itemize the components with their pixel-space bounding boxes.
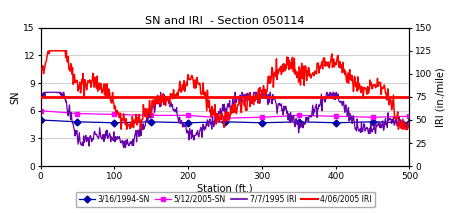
3/16/1994-SN	[185, 121, 191, 124]
4/06/2005 IRI	[38, 72, 43, 74]
4/06/2005 IRI	[256, 102, 262, 105]
3/16/1994-SN	[370, 121, 375, 123]
5/12/2005-SN	[296, 114, 302, 117]
7/7/1995 IRI	[285, 110, 290, 112]
4/06/2005 IRI	[407, 123, 412, 125]
4/06/2005 IRI	[206, 106, 211, 109]
4/06/2005 IRI	[47, 49, 53, 52]
5/12/2005-SN	[333, 115, 338, 118]
7/7/1995 IRI	[121, 146, 126, 149]
7/7/1995 IRI	[133, 129, 139, 132]
5/12/2005-SN	[259, 116, 265, 118]
5/12/2005-SN	[75, 112, 80, 115]
5/12/2005-SN	[370, 116, 375, 118]
3/16/1994-SN	[296, 121, 302, 123]
3/16/1994-SN	[222, 121, 228, 123]
Title: SN and IRI  - Section 050114: SN and IRI - Section 050114	[145, 16, 305, 26]
3/16/1994-SN	[333, 121, 338, 124]
3/16/1994-SN	[407, 121, 412, 124]
4/06/2005 IRI	[285, 56, 291, 59]
3/16/1994-SN	[259, 121, 265, 124]
3/16/1994-SN	[112, 121, 117, 124]
3/16/1994-SN	[75, 121, 80, 123]
4/06/2005 IRI	[118, 128, 124, 131]
4/06/2005 IRI	[104, 85, 109, 88]
5/12/2005-SN	[38, 109, 43, 112]
5/12/2005-SN	[222, 117, 228, 119]
Line: 4/06/2005 IRI: 4/06/2005 IRI	[40, 51, 410, 129]
5/12/2005-SN	[407, 115, 412, 118]
Line: 3/16/1994-SN: 3/16/1994-SN	[38, 118, 412, 125]
3/16/1994-SN	[148, 121, 154, 123]
4/06/2005 IRI	[317, 65, 322, 68]
Line: 7/7/1995 IRI: 7/7/1995 IRI	[40, 92, 410, 148]
7/7/1995 IRI	[103, 130, 108, 132]
7/7/1995 IRI	[316, 104, 322, 106]
5/12/2005-SN	[112, 113, 117, 116]
Line: 5/12/2005-SN: 5/12/2005-SN	[38, 108, 412, 121]
7/7/1995 IRI	[205, 121, 211, 124]
4/06/2005 IRI	[134, 116, 140, 118]
7/7/1995 IRI	[38, 91, 43, 94]
Legend: 3/16/1994-SN, 5/12/2005-SN, 7/7/1995 IRI, 4/06/2005 IRI: 3/16/1994-SN, 5/12/2005-SN, 7/7/1995 IRI…	[76, 192, 374, 207]
5/12/2005-SN	[185, 114, 191, 117]
7/7/1995 IRI	[256, 94, 261, 96]
3/16/1994-SN	[38, 119, 43, 121]
7/7/1995 IRI	[407, 126, 412, 129]
X-axis label: Station (ft.): Station (ft.)	[197, 183, 253, 193]
5/12/2005-SN	[148, 114, 154, 117]
Y-axis label: SN: SN	[11, 90, 21, 104]
Y-axis label: IRI (in./mile): IRI (in./mile)	[435, 67, 445, 127]
